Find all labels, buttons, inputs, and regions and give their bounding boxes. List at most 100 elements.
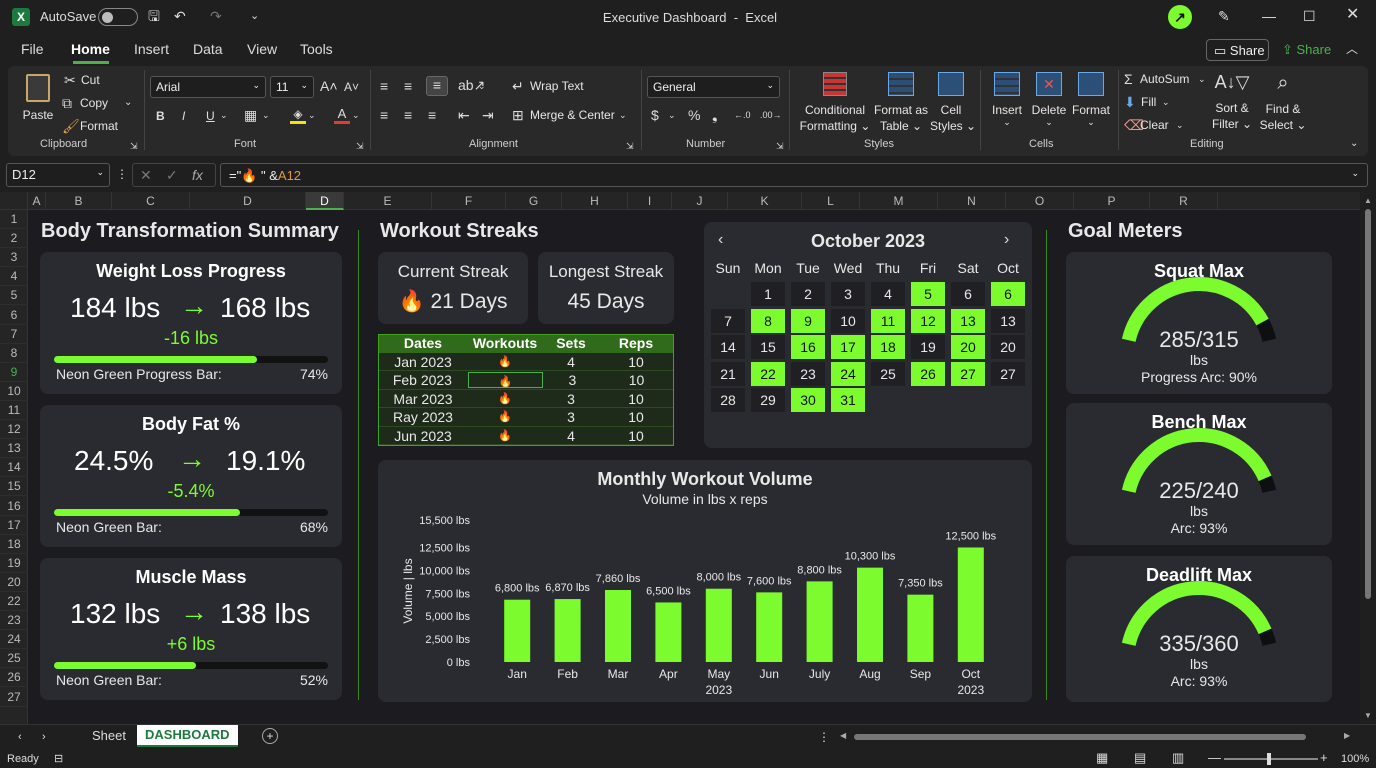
format-painter-label[interactable]: Format [80, 119, 119, 133]
next-month-icon[interactable]: › [1004, 231, 1010, 248]
fill-label[interactable]: Fill [1141, 95, 1157, 109]
merge-dropdown-icon[interactable]: ⌄ [619, 110, 627, 120]
column-header[interactable]: O [1006, 192, 1074, 210]
calendar-day[interactable]: 3 [831, 282, 865, 306]
ribbon-options-icon[interactable]: ⌄ [1350, 138, 1359, 149]
align-right-icon[interactable]: ≡ [428, 107, 437, 123]
row-header[interactable]: 1 [0, 210, 28, 229]
table-cell[interactable]: Jun 2023 [394, 427, 452, 444]
save-icon[interactable]: 🖫 [148, 8, 160, 24]
row-header[interactable]: 4 [0, 267, 28, 287]
align-left-icon[interactable]: ≡ [380, 107, 389, 123]
calendar-day[interactable]: 10 [831, 308, 865, 333]
row-header[interactable]: 12 [0, 420, 28, 440]
comma-icon[interactable]: ❟ [712, 107, 718, 123]
accessibility-icon[interactable]: ⊟ [54, 753, 64, 765]
row-header[interactable]: 19 [0, 554, 28, 573]
row-header[interactable]: 22 [0, 592, 28, 611]
row-header[interactable]: 27 [0, 688, 28, 707]
format-cells-button[interactable]: Format ⌄ [1070, 72, 1112, 128]
zoom-thumb[interactable] [1267, 753, 1271, 765]
row-header[interactable]: 6 [0, 306, 28, 325]
cancel-icon[interactable]: ✕ [140, 167, 152, 183]
row-header[interactable]: 18 [0, 535, 28, 554]
calendar-day[interactable]: 14 [711, 335, 745, 360]
calendar-day[interactable]: 30 [791, 388, 825, 413]
calendar-day[interactable]: 12 [911, 308, 945, 333]
calendar-day[interactable]: 17 [831, 335, 865, 360]
page-break-icon[interactable]: ▥ [1172, 750, 1185, 765]
page-layout-icon[interactable]: ▤ [1134, 750, 1147, 765]
scroll-up-icon[interactable]: ▲ [1364, 196, 1372, 205]
column-header[interactable]: B [46, 192, 112, 210]
prev-sheet-icon[interactable]: ‹ [18, 731, 22, 743]
row-header[interactable]: 14 [0, 458, 28, 478]
insert-function-icon[interactable]: fx [192, 167, 203, 183]
autosum-dropdown-icon[interactable]: ⌄ [1198, 74, 1206, 84]
delete-cells-button[interactable]: ✕ Delete ⌄ [1028, 72, 1070, 128]
autosave-toggle[interactable] [98, 8, 138, 26]
merge-center-label[interactable]: Merge & Center [530, 108, 615, 122]
table-cell[interactable]: 4 [567, 427, 575, 444]
table-cell[interactable]: 🔥 [498, 356, 512, 368]
calendar-day[interactable]: 22 [751, 361, 785, 386]
share-green-button[interactable]: ⇪ Share [1282, 42, 1332, 57]
column-header[interactable]: H [562, 192, 628, 210]
decrease-font-icon[interactable]: A˅ [344, 80, 360, 94]
column-header[interactable]: R [1150, 192, 1218, 210]
column-header[interactable]: L [802, 192, 860, 210]
calendar-day[interactable]: 13 [991, 308, 1025, 333]
tab-options-icon[interactable]: ⋮ [818, 730, 830, 744]
calendar-day[interactable]: 6 [951, 282, 985, 306]
calendar-day[interactable]: 24 [831, 361, 865, 386]
calendar-day[interactable]: 19 [911, 335, 945, 360]
zoom-slider[interactable] [1224, 753, 1318, 765]
bar[interactable] [907, 594, 934, 662]
close-icon[interactable]: ✕ [1346, 6, 1360, 23]
calendar-day[interactable]: 7 [711, 308, 745, 333]
calendar-day[interactable]: 31 [831, 388, 865, 413]
cut-label[interactable]: Cut [81, 73, 100, 87]
calendar-day[interactable]: 20 [991, 335, 1025, 360]
calendar-day[interactable]: 9 [791, 308, 825, 333]
tab-home[interactable]: Home [71, 41, 110, 57]
bar[interactable] [806, 581, 833, 662]
autosum-label[interactable]: AutoSum [1140, 72, 1190, 86]
tab-insert[interactable]: Insert [134, 41, 170, 57]
h-scroll-thumb[interactable] [854, 734, 1306, 740]
paste-button[interactable]: Paste [20, 72, 56, 130]
column-header[interactable]: E [344, 192, 432, 210]
column-header[interactable]: G [506, 192, 562, 210]
row-header[interactable]: 20 [0, 573, 28, 592]
next-sheet-icon[interactable]: › [42, 731, 46, 743]
font-launcher-icon[interactable]: ⇲ [356, 141, 364, 151]
column-header[interactable]: N [938, 192, 1006, 210]
wrap-text-label[interactable]: Wrap Text [530, 79, 584, 93]
bar[interactable] [957, 547, 984, 662]
zoom-in-icon[interactable]: + [1320, 750, 1328, 765]
orientation-icon[interactable]: ab↗ [458, 77, 486, 93]
normal-view-icon[interactable]: ▦ [1096, 750, 1109, 765]
add-sheet-icon[interactable]: + [262, 728, 278, 744]
column-header[interactable]: D [190, 192, 306, 210]
bar[interactable] [705, 588, 732, 662]
quick-access-dropdown-icon[interactable]: ⌄ [250, 10, 260, 22]
row-header[interactable]: 24 [0, 630, 28, 650]
column-header[interactable]: P [1074, 192, 1150, 210]
column-header[interactable]: D [306, 192, 344, 210]
autosum-icon[interactable]: Σ [1124, 71, 1133, 87]
underline-dropdown-icon[interactable]: ⌄ [220, 110, 228, 120]
copy-label[interactable]: Copy [80, 96, 109, 110]
sort-filter-button[interactable]: A↓▽ Sort & Filter ⌄ [1208, 72, 1256, 131]
table-cell[interactable]: 10 [628, 409, 644, 426]
row-header[interactable]: 11 [0, 401, 28, 420]
fill-color-dropdown-icon[interactable]: ⌄ [308, 110, 316, 120]
calendar-day[interactable]: 8 [751, 308, 785, 333]
more-options-icon[interactable]: ⋮ [116, 167, 128, 181]
bar[interactable] [554, 599, 581, 662]
clear-label[interactable]: Clear [1140, 118, 1169, 132]
column-header[interactable]: J [672, 192, 728, 210]
increase-indent-icon[interactable]: ⇥ [482, 107, 494, 123]
calendar-day[interactable]: 23 [791, 361, 825, 386]
orientation-dropdown-icon[interactable]: ⌄ [478, 81, 486, 91]
